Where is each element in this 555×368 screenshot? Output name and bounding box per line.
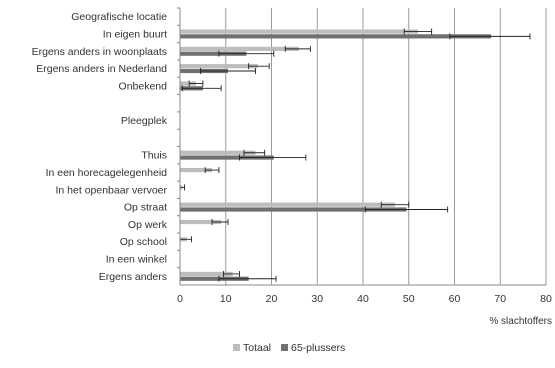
- x-tick-label: 40: [357, 293, 369, 305]
- category-label: Onbekend: [119, 80, 168, 92]
- x-tick-label: 30: [311, 293, 323, 305]
- category-label: Ergens anders in Nederland: [36, 63, 167, 75]
- x-tick-label: 0: [177, 293, 183, 305]
- x-tick-label: 70: [494, 293, 506, 305]
- legend-swatch: [281, 344, 288, 351]
- bar-totaal: [180, 219, 222, 225]
- x-axis-label: % slachtoffers: [489, 316, 552, 327]
- bar-totaal: [180, 64, 258, 69]
- error-bars: [179, 28, 531, 282]
- bar-totaal: [180, 202, 396, 207]
- category-label: In eigen buurt: [103, 28, 167, 40]
- x-tick-label: 20: [266, 293, 278, 305]
- category-label: Ergens anders in woonplaats: [32, 46, 167, 58]
- bar-65-plussers: [180, 207, 407, 212]
- category-label: In een horecagelegenheid: [46, 167, 168, 179]
- x-tick-label: 60: [449, 293, 461, 305]
- category-label: Thuis: [141, 150, 167, 162]
- bar-65-plussers: [180, 34, 492, 39]
- category-label: Op school: [120, 236, 167, 248]
- legend-label: 65-plussers: [291, 342, 345, 354]
- category-label: Op werk: [128, 219, 168, 231]
- category-label: Geografische locatie: [71, 11, 167, 23]
- bar-totaal: [180, 150, 256, 155]
- bar-totaal: [180, 167, 213, 173]
- bar-65-plussers: [180, 155, 274, 160]
- x-tick-label: 50: [403, 293, 415, 305]
- category-label: Pleegplek: [121, 115, 168, 127]
- x-tick-label: 80: [540, 293, 552, 305]
- bar-totaal: [180, 46, 299, 51]
- x-tick-label: 10: [220, 293, 232, 305]
- bars: [180, 29, 492, 281]
- x-tick-labels: 0 10 20 30 40 50 60 70 80: [177, 293, 552, 305]
- category-label: In het openbaar vervoer: [56, 184, 168, 196]
- legend-label: Totaal: [243, 342, 271, 354]
- bar-65-plussers: [180, 51, 247, 56]
- bar-65-plussers: [180, 276, 249, 281]
- category-label: In een winkel: [106, 254, 167, 266]
- gridlines: [225, 8, 547, 285]
- category-label: Ergens anders: [99, 271, 167, 283]
- legend-swatch: [233, 344, 240, 351]
- category-label: Op straat: [124, 202, 167, 214]
- category-labels: Geografische locatie In eigen buurt Ergens…: [32, 7, 180, 283]
- bar-totaal: [180, 81, 197, 86]
- bar-totaal: [180, 29, 418, 34]
- bar-totaal: [180, 271, 233, 277]
- legend: Totaal 65-plussers: [233, 342, 345, 354]
